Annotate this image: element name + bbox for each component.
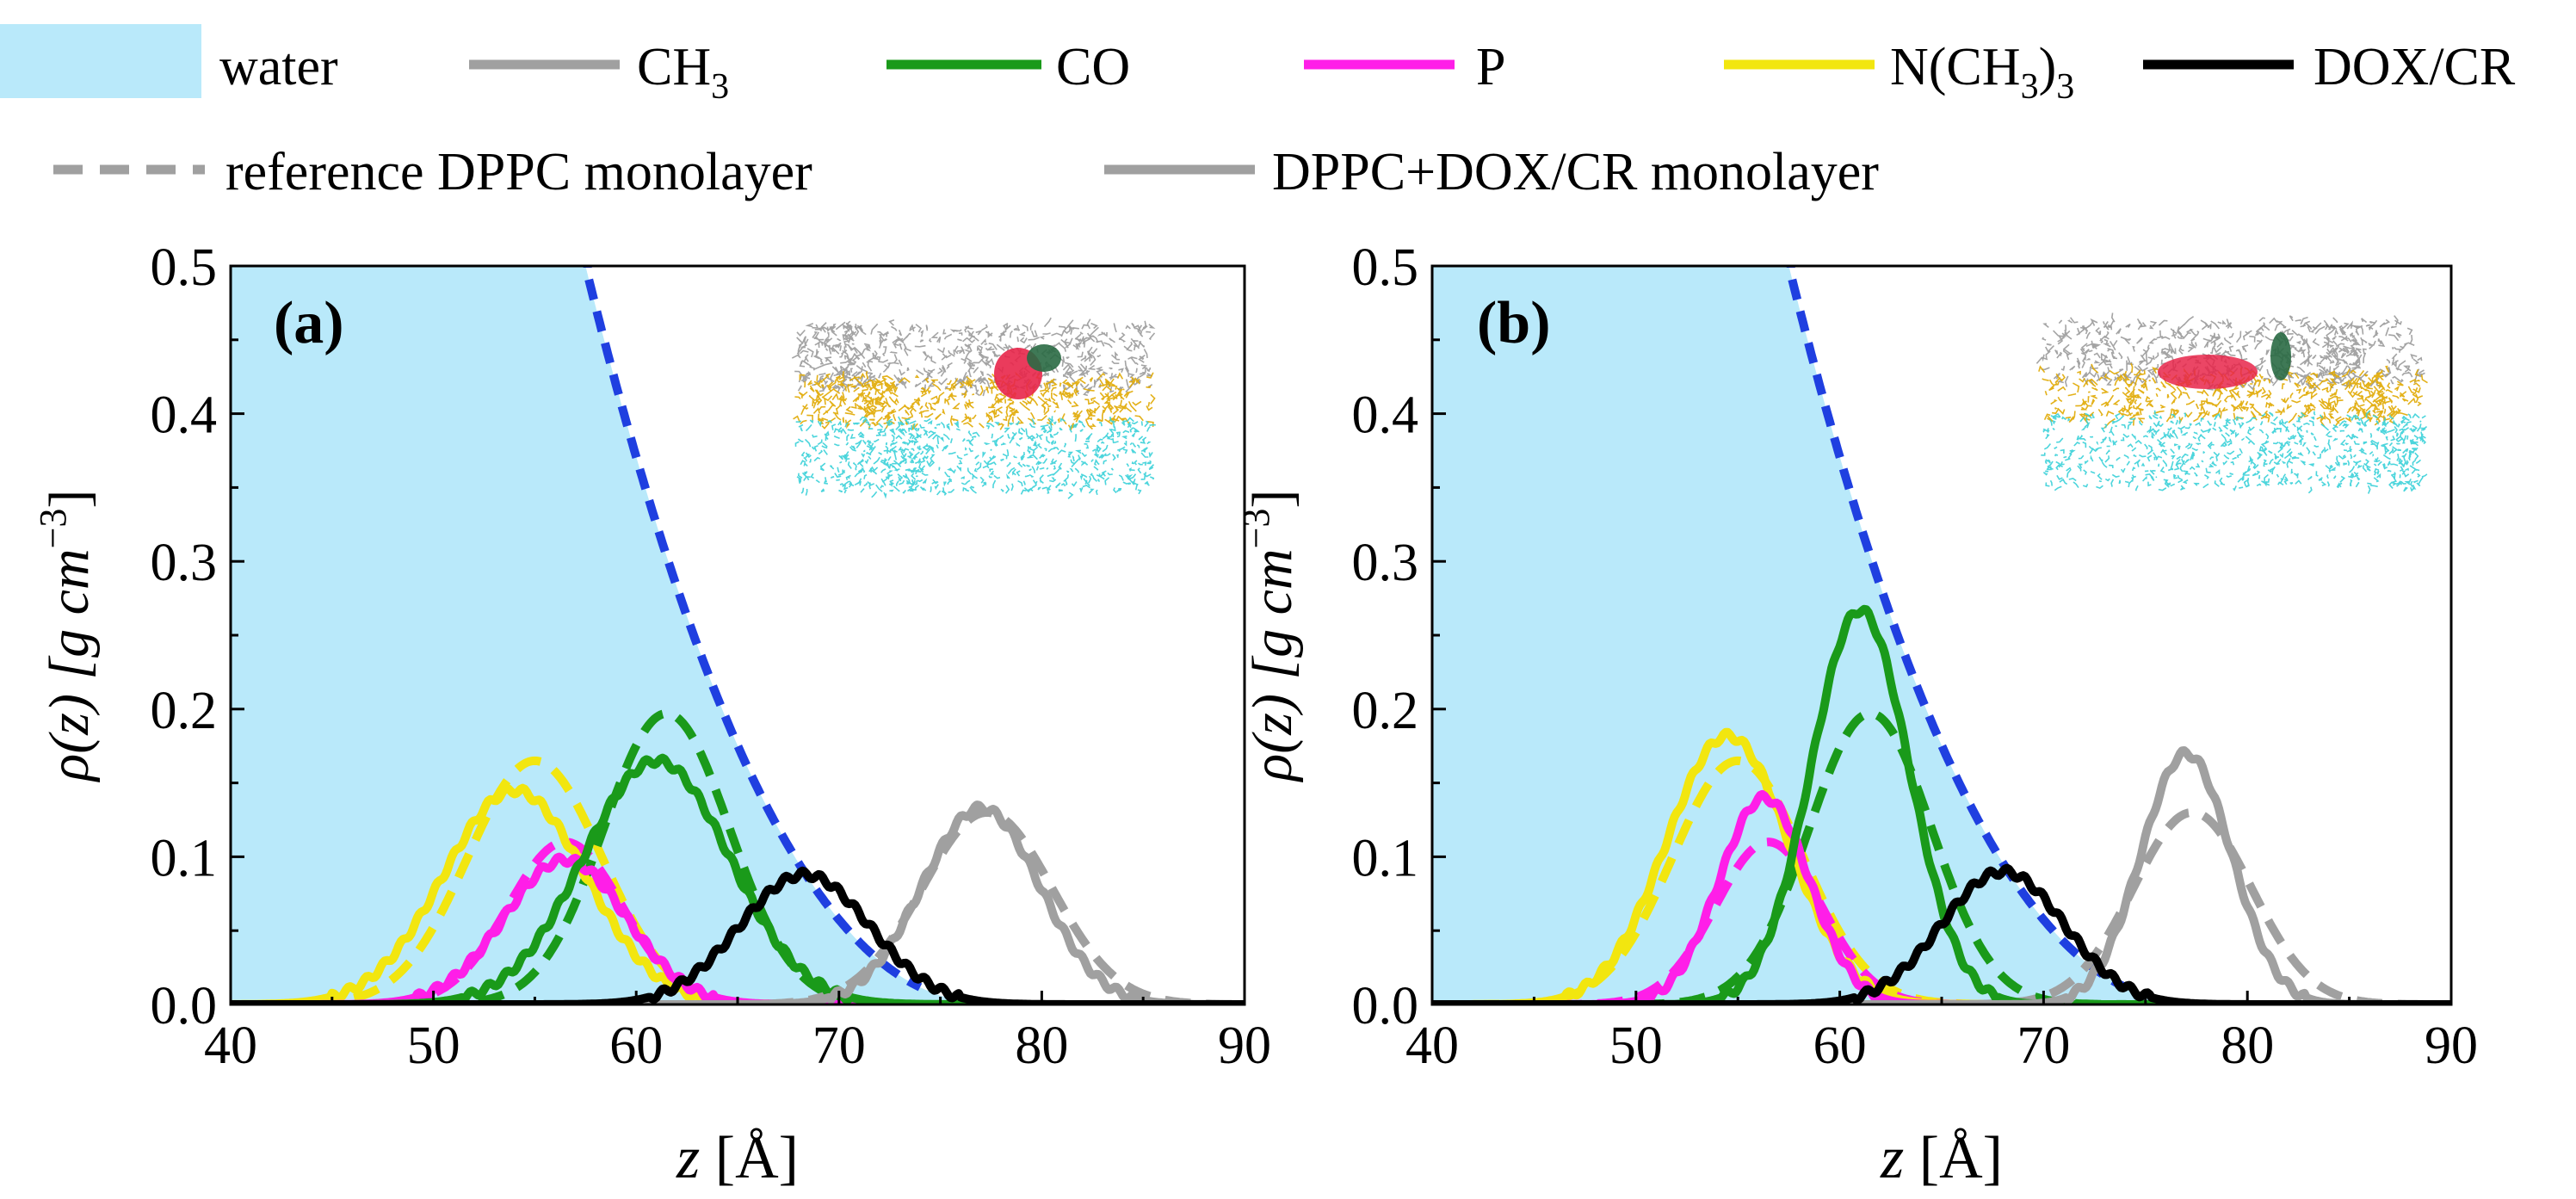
y-tick-label: 0.5 <box>1352 238 1419 297</box>
panel-a: 40 50 60 70 80 90 0.0 0.1 0.2 0.3 0.4 0.5 (a) ρ(z) … <box>32 238 1272 1191</box>
water-reference-line <box>583 266 923 992</box>
snapshot-layer <box>2041 410 2428 494</box>
legend-item-p: P <box>1304 38 1505 96</box>
legend-item-reference: reference DPPC monolayer <box>53 143 812 201</box>
y-tick-label: 0.0 <box>151 977 218 1035</box>
legend-reference-label: reference DPPC monolayer <box>225 143 812 201</box>
y-tick-label: 0.0 <box>1352 977 1419 1035</box>
y-tick-label: 0.2 <box>151 682 218 740</box>
legend-item-nch3: N(CH3)3 <box>1724 38 2074 107</box>
x-tick-label: 60 <box>1813 1017 1867 1075</box>
legend-water-patch <box>0 24 201 98</box>
x-tick-label: 50 <box>407 1017 460 1075</box>
panel-label-b: (b) <box>1477 290 1551 356</box>
legend-item-co: CO <box>886 38 1130 96</box>
panel-b: 40 50 60 70 80 90 0.0 0.1 0.2 0.3 0.4 0.5 (b) ρ(z) … <box>1235 238 2479 1191</box>
y-tick-label: 0.5 <box>151 238 218 297</box>
series-dox-solid <box>1432 863 2451 1004</box>
series-dox-solid <box>231 866 1245 1004</box>
x-tick-label: 70 <box>812 1017 866 1075</box>
series-co-reference <box>231 708 1245 1004</box>
legend-water-label: water <box>219 38 338 96</box>
snapshot-a <box>791 317 1156 499</box>
y-tick-label: 0.4 <box>1352 386 1419 445</box>
y-axis-label-b: ρ(z) [g cm−3] <box>1235 490 1304 783</box>
axes-b: 40 50 60 70 80 90 0.0 0.1 0.2 0.3 0.4 0.5 <box>1352 238 2479 1075</box>
x-tick-label: 50 <box>1609 1017 1663 1075</box>
y-tick-label: 0.1 <box>151 829 218 887</box>
y-tick-label: 0.4 <box>151 386 218 445</box>
legend-co-label: CO <box>1056 38 1130 96</box>
series-ch3-solid <box>231 800 1245 1004</box>
x-tick-label: 80 <box>1015 1017 1068 1075</box>
snapshot-cr-molecule <box>1027 344 1061 372</box>
legend-item-ch3: CH3 <box>469 38 729 107</box>
axes-a: 40 50 60 70 80 90 0.0 0.1 0.2 0.3 0.4 0.5 <box>151 238 1272 1075</box>
x-tick-label: 40 <box>204 1017 257 1075</box>
x-tick-label: 90 <box>1218 1017 1271 1075</box>
snapshot-b <box>2035 312 2428 494</box>
series-ch3-solid <box>1432 746 2451 1004</box>
snapshot-layer <box>793 370 1156 431</box>
x-tick-label: 60 <box>609 1017 663 1075</box>
legend-p-label: P <box>1476 38 1505 96</box>
legend-dox-monolayer-label: DPPC+DOX/CR monolayer <box>1272 143 1879 201</box>
series-co-solid <box>1432 604 2451 1004</box>
snapshot-layer <box>794 416 1156 499</box>
legend-nch3-label: N(CH3)3 <box>1890 38 2074 107</box>
y-tick-label: 0.1 <box>1352 829 1419 887</box>
x-tick-label: 70 <box>2017 1017 2070 1075</box>
x-tick-label: 90 <box>2425 1017 2478 1075</box>
legend: water CH3 CO P N(CH3)3 DOX/CR reference … <box>0 24 2516 201</box>
snapshot-layer <box>791 317 1156 397</box>
legend-ch3-label: CH3 <box>637 38 729 107</box>
water-area <box>1432 266 2451 1004</box>
x-axis-label-b: z [Å] <box>1880 1125 2003 1191</box>
snapshot-cr-molecule <box>2270 332 2291 380</box>
y-axis-label-a: ρ(z) [g cm−3] <box>32 490 101 783</box>
x-axis-label-a: z [Å] <box>676 1125 799 1191</box>
panel-label-a: (a) <box>274 290 344 356</box>
legend-item-dox-monolayer: DPPC+DOX/CR monolayer <box>1104 143 1879 201</box>
y-tick-label: 0.3 <box>1352 534 1419 592</box>
y-tick-label: 0.3 <box>151 534 218 592</box>
snapshot-dox-molecule <box>2158 355 2258 389</box>
legend-item-water: water <box>0 24 338 98</box>
legend-dox-label: DOX/CR <box>2313 38 2516 96</box>
x-tick-label: 80 <box>2221 1017 2274 1075</box>
legend-item-dox: DOX/CR <box>2143 38 2516 96</box>
y-tick-label: 0.2 <box>1352 682 1419 740</box>
water-reference-line <box>1786 266 2128 992</box>
x-tick-label: 40 <box>1405 1017 1459 1075</box>
